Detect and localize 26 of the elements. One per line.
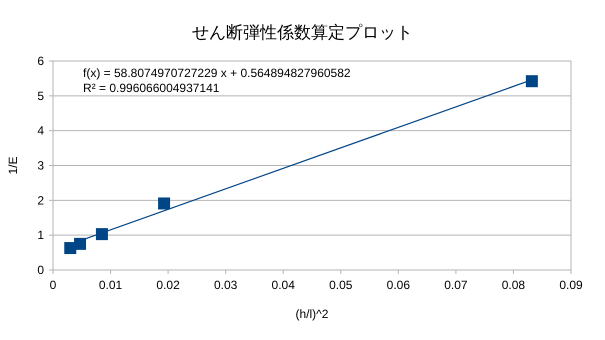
- x-axis-title: (h/l)^2: [296, 307, 329, 321]
- annotation: f(x) = 58.8074970727229 x + 0.564894827960582: [83, 66, 351, 80]
- y-tick-label: 5: [37, 88, 44, 103]
- x-tick-label: 0.01: [98, 278, 123, 292]
- x-tick-label: 0: [50, 278, 57, 292]
- y-tick-label: 2: [37, 193, 44, 208]
- x-tick-label: 0.09: [559, 278, 583, 292]
- x-tick-label: 0.04: [272, 278, 296, 292]
- y-tick-label: 1: [37, 228, 44, 242]
- x-tick-label: 0.06: [386, 278, 410, 292]
- x-tick-label: 0.02: [156, 278, 180, 292]
- point: [74, 238, 86, 250]
- y-tick-label: 3: [37, 158, 44, 172]
- point: [96, 228, 108, 240]
- x-tick-label: 0.05: [329, 278, 353, 292]
- chart-title: せん断弾性係数算定プロット: [192, 23, 413, 42]
- point: [158, 197, 170, 210]
- point: [526, 75, 538, 88]
- y-tick-label: 4: [37, 124, 44, 138]
- annotation: R² = 0.996066004937141: [83, 81, 220, 95]
- y-tick-label: 6: [37, 54, 44, 68]
- y-axis-title: 1/E: [6, 156, 20, 175]
- y-tick-label: 0: [37, 263, 44, 277]
- x-tick-label: 0.07: [444, 278, 468, 292]
- x-tick-label: 0.03: [214, 278, 238, 292]
- x-tick-label: 0.08: [502, 278, 526, 292]
